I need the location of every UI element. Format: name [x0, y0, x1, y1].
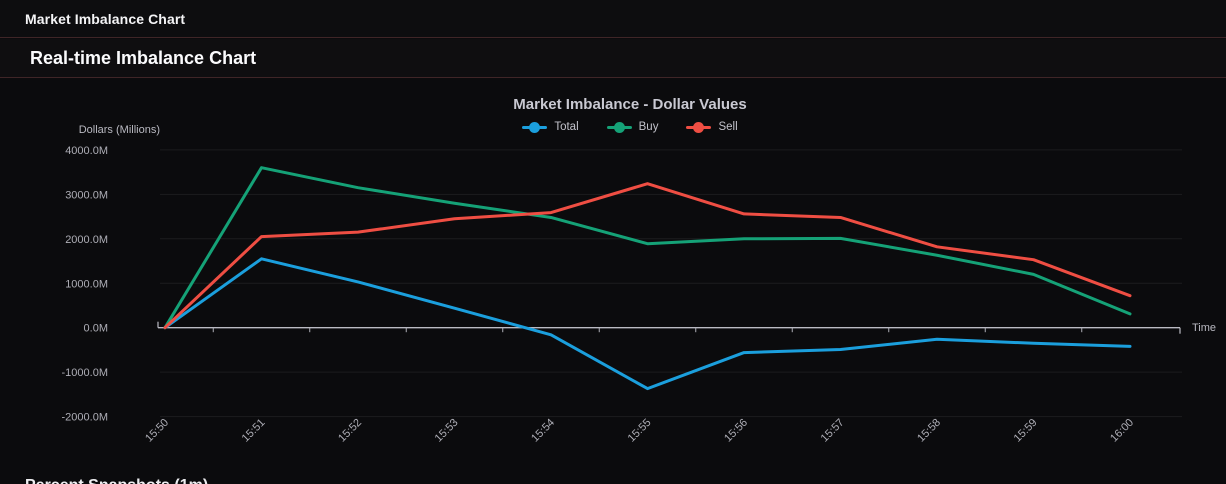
y-tick-label: 2000.0M — [65, 234, 108, 246]
x-tick-label: 15:59 — [1012, 417, 1040, 445]
legend-marker-icon — [606, 121, 632, 133]
x-tick-label: 15:58 — [915, 417, 943, 445]
app-header: Market Imbalance Chart — [0, 0, 1226, 38]
x-tick-label: 15:56 — [722, 417, 750, 445]
gridlines — [160, 149, 1182, 418]
x-tick-label: 15:50 — [143, 417, 171, 445]
x-tick-label: 16:00 — [1108, 417, 1136, 445]
legend-item-total[interactable]: Total — [522, 121, 579, 133]
page-title: Market Imbalance Chart — [25, 10, 186, 27]
y-tick-label: -2000.0M — [62, 412, 108, 424]
legend-label: Buy — [638, 121, 659, 133]
x-tick-label: 15:55 — [626, 417, 654, 445]
y-tick-label: 3000.0M — [65, 189, 108, 201]
section-title: Real-time Imbalance Chart — [30, 47, 257, 68]
time-axis — [157, 321, 1181, 334]
legend-marker-icon — [522, 121, 548, 133]
y-tick-labels: 4000.0M 3000.0M 2000.0M 1000.0M 0.0M -1000.0M… — [62, 145, 108, 424]
legend-item-buy[interactable]: Buy — [606, 121, 659, 133]
series-line-total — [163, 257, 1132, 391]
series-lines — [163, 166, 1132, 391]
x-tick-label: 15:53 — [433, 417, 461, 445]
y-tick-label: -1000.0M — [62, 367, 108, 379]
legend-label: Total — [554, 121, 579, 133]
x-axis-title: Time — [1192, 322, 1216, 334]
section-header: Real-time Imbalance Chart — [0, 39, 1226, 78]
y-tick-label: 1000.0M — [65, 278, 108, 290]
y-tick-label: 4000.0M — [65, 145, 108, 157]
chart-legend: Total Buy Sell — [60, 121, 1200, 133]
bottom-section-title: Percent Snapshots (1m) — [25, 477, 208, 484]
x-tick-labels: 15:50 15:51 15:52 15:53 15:54 15:55 15:56 15:57… — [143, 417, 1136, 445]
series-line-sell — [163, 182, 1132, 330]
y-tick-label: 0.0M — [84, 323, 108, 335]
legend-label: Sell — [718, 121, 738, 133]
series-line-buy — [163, 166, 1132, 330]
x-tick-label: 15:57 — [819, 417, 847, 445]
chart-title: Market Imbalance - Dollar Values — [513, 96, 747, 113]
x-tick-label: 15:54 — [529, 417, 557, 445]
legend-marker-icon — [686, 121, 712, 133]
x-tick-label: 15:52 — [336, 417, 364, 445]
x-tick-label: 15:51 — [240, 417, 268, 445]
legend-item-sell[interactable]: Sell — [686, 121, 738, 133]
